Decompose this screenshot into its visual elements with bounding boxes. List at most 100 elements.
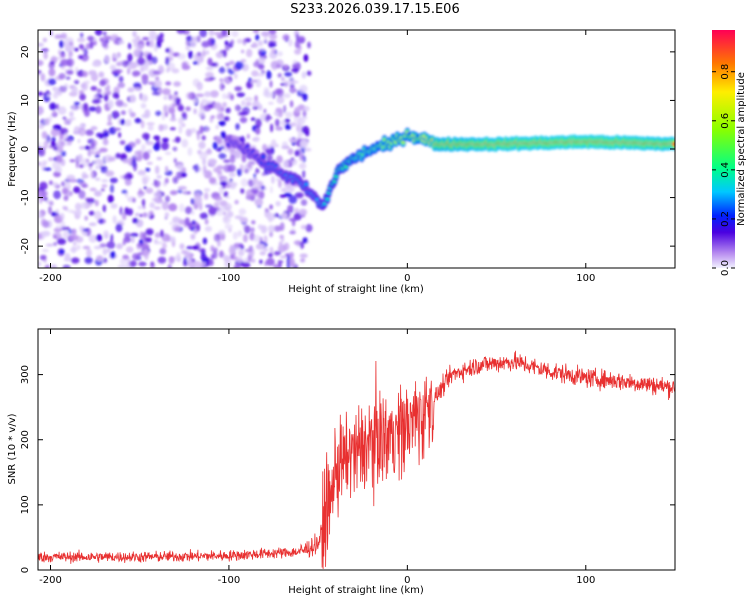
spectrogram-speckle xyxy=(205,149,213,155)
spectrogram-speckle xyxy=(224,203,232,212)
spectrogram-speckle xyxy=(284,80,289,88)
spectrogram-speckle xyxy=(119,258,127,265)
spectrogram-speckle xyxy=(267,101,274,106)
spectrogram-speckle xyxy=(154,165,160,175)
spectrogram-speckle xyxy=(152,91,160,96)
spectrogram-speckle xyxy=(219,250,224,258)
spectrogram-speckle xyxy=(63,206,69,211)
spectrogram-speckle xyxy=(246,133,250,139)
spectrogram-speckle xyxy=(116,243,123,250)
spectrogram-speckle xyxy=(242,234,248,243)
spectrogram-speckle xyxy=(222,101,227,108)
spectrogram-speckle xyxy=(269,33,277,40)
spectrogram-speckle xyxy=(179,203,185,213)
spectrogram-speckle xyxy=(218,120,226,126)
spectrogram-speckle xyxy=(223,215,229,222)
spectrogram-speckle xyxy=(234,199,239,205)
spectrogram-speckle xyxy=(115,152,122,159)
spectrogram-speckle xyxy=(239,137,244,142)
spectrogram-speckle xyxy=(163,104,168,113)
spectrogram-speckle xyxy=(234,86,242,92)
spectrogram-speckle xyxy=(181,64,191,70)
bottom-y-tick-label: 300 xyxy=(20,365,31,384)
spectrogram-speckle xyxy=(225,78,231,85)
spectrogram-speckle xyxy=(107,194,114,204)
spectrogram-speckle xyxy=(233,73,238,80)
bottom-x-tick-label: 100 xyxy=(576,575,595,586)
spectrogram-speckle xyxy=(122,159,129,164)
spectrogram-speckle xyxy=(133,87,142,92)
spectrogram-speckle xyxy=(261,172,266,176)
spectrogram-speckle xyxy=(144,109,151,119)
spectrogram-speckle xyxy=(60,53,66,59)
spectrogram-speckle xyxy=(108,156,116,162)
bottom-y-tick-label: 100 xyxy=(20,495,31,514)
spectrogram-speckle xyxy=(247,179,255,187)
spectrogram-speckle xyxy=(163,95,168,100)
spectrogram-speckle xyxy=(162,88,171,96)
spectrogram-speckle xyxy=(132,253,140,261)
spectrogram-speckle xyxy=(265,148,273,155)
spectrogram-speckle xyxy=(84,109,90,117)
spectrogram-speckle xyxy=(230,39,235,45)
spectrogram-speckle xyxy=(68,50,73,57)
spectrogram-speckle xyxy=(94,158,102,165)
spectrogram-speckle xyxy=(210,254,215,260)
spectrogram-speckle xyxy=(78,44,84,50)
spectrogram-speckle xyxy=(282,141,288,148)
spectrogram-speckle xyxy=(276,95,285,104)
spectrogram-speckle xyxy=(307,41,311,49)
spectrogram-speckle xyxy=(101,179,109,183)
spectrogram-speckle xyxy=(115,69,123,73)
ridge-core xyxy=(401,140,406,144)
spectrogram-speckle xyxy=(150,33,159,38)
spectrogram-speckle xyxy=(117,82,125,89)
spectrogram-speckle xyxy=(140,103,147,109)
spectrogram-ridge xyxy=(225,127,675,211)
spectrogram-speckle xyxy=(50,128,59,137)
spectrogram-speckle xyxy=(159,248,167,255)
spectrogram-speckle xyxy=(49,102,57,111)
spectrogram-speckle xyxy=(209,76,216,81)
spectrogram-speckle xyxy=(213,233,220,242)
spectrogram-speckle xyxy=(246,48,253,58)
spectrogram-speckle xyxy=(52,110,56,116)
snr-frame xyxy=(37,328,676,571)
spectrogram-speckle xyxy=(164,177,169,184)
spectrogram-speckle xyxy=(92,61,101,67)
spectrogram-speckle xyxy=(46,93,51,98)
spectrogram-speckle xyxy=(162,137,169,143)
spectrogram-speckle xyxy=(161,112,166,121)
spectrogram-speckle xyxy=(204,91,212,98)
spectrogram-speckle xyxy=(240,178,249,187)
spectrogram-speckle xyxy=(203,170,213,179)
spectrogram-speckle xyxy=(67,228,74,235)
spectrogram-speckle xyxy=(218,153,227,159)
spectrogram-speckle xyxy=(257,40,264,47)
spectrogram-speckle xyxy=(157,256,167,264)
spectrogram-speckle xyxy=(83,245,90,250)
ridge-core xyxy=(325,197,330,201)
spectrogram-speckle xyxy=(156,40,162,49)
spectrogram-speckle xyxy=(64,43,71,53)
spectrogram-speckle xyxy=(251,220,256,225)
spectrogram-speckle xyxy=(127,141,136,148)
spectrogram-speckle xyxy=(78,55,84,60)
spectrogram-speckle xyxy=(84,145,91,150)
spectrogram-speckle xyxy=(50,264,57,268)
spectrogram-speckle xyxy=(268,30,277,35)
spectrogram-speckle xyxy=(125,246,134,253)
spectrogram-speckle xyxy=(142,205,146,210)
spectrogram-speckle xyxy=(210,245,215,252)
spectrogram-speckle xyxy=(110,65,117,71)
spectrogram-speckle xyxy=(99,147,108,153)
spectrogram-speckle xyxy=(175,97,181,106)
spectrogram-speckle xyxy=(174,226,181,232)
spectrogram-speckle xyxy=(290,80,299,84)
spectrogram-speckle xyxy=(192,98,198,103)
spectrogram-speckle xyxy=(102,248,108,256)
spectrogram-speckle xyxy=(165,57,170,66)
spectrogram-speckle xyxy=(94,190,102,197)
spectrogram-speckle xyxy=(156,175,162,179)
spectrogram-speckle xyxy=(136,44,144,49)
